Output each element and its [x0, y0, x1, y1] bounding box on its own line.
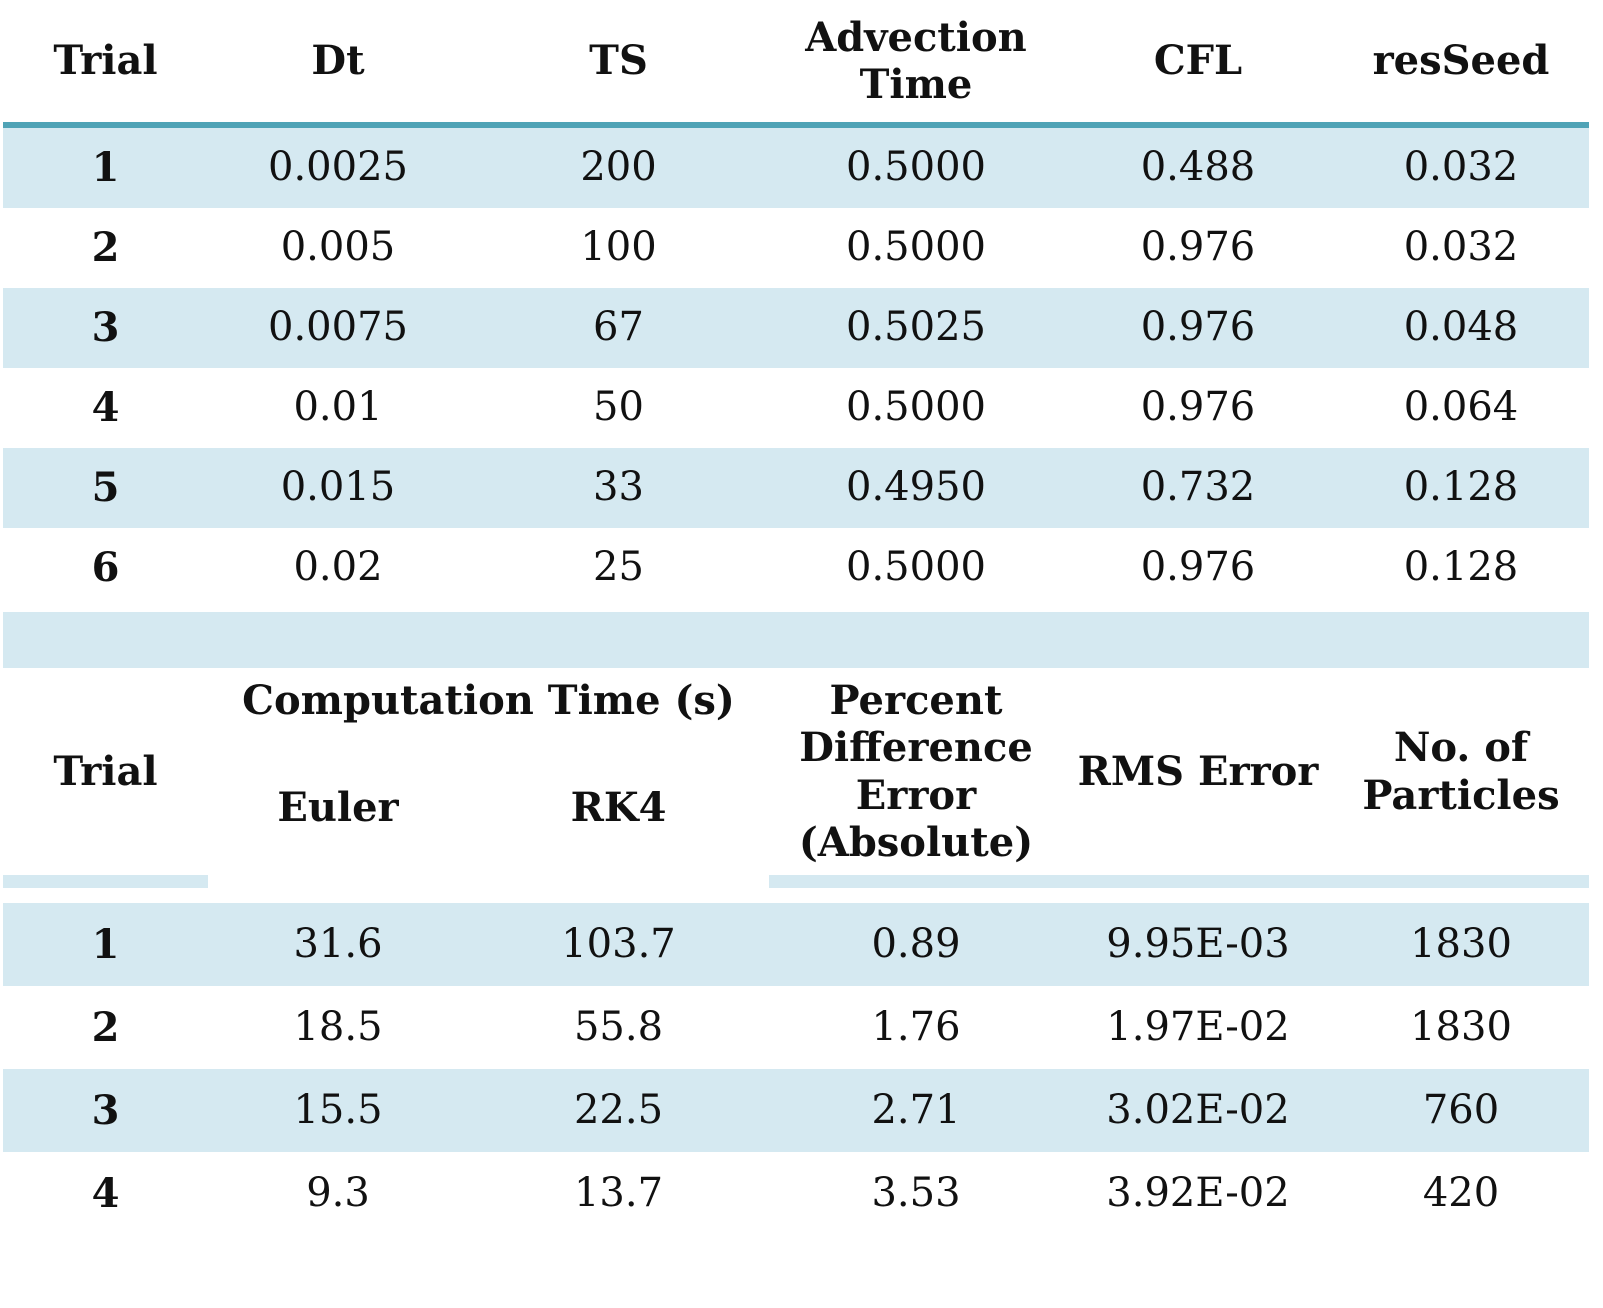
table-cell: 2.71: [871, 1086, 961, 1133]
table-cell: 2: [91, 224, 120, 272]
t1-header-trial: Trial: [53, 37, 158, 85]
t1-header-dt: Dt: [311, 37, 365, 85]
trial-underline-band: [3, 875, 208, 888]
results-table: Trial Computation Time (s) Euler RK4 Per…: [3, 668, 1603, 1235]
table-cell: 2: [91, 1003, 120, 1051]
table-cell: 0.976: [1140, 224, 1256, 271]
t2-header-row: Trial Computation Time (s) Euler RK4 Per…: [3, 668, 1589, 875]
table-cell: 0.5000: [846, 144, 986, 191]
header-underline-bands: [3, 875, 1589, 888]
table-cell: 3: [91, 304, 120, 352]
table-row: 3 15.5 22.5 2.71 3.02E-02 760: [3, 1069, 1589, 1152]
table-cell: 1: [91, 920, 120, 968]
table-cell: 55.8: [573, 1003, 664, 1050]
table-row: 2 18.5 55.8 1.76 1.97E-02 1830: [3, 986, 1589, 1069]
table-row: 2 0.005 100 0.5000 0.976 0.032: [3, 208, 1589, 288]
table-cell: 1: [91, 144, 120, 192]
table-cell: 3.53: [871, 1169, 961, 1216]
table-cell: 0.5000: [846, 224, 986, 271]
t1-header-cfl: CFL: [1153, 37, 1243, 85]
row-gap: [3, 888, 1589, 903]
t2-header-computation-time: Computation Time (s): [242, 677, 735, 725]
table-cell: 200: [580, 144, 657, 191]
table-cell: 67: [593, 304, 644, 351]
table-cell: 0.0025: [268, 144, 408, 191]
table-cell: 1830: [1410, 920, 1512, 967]
t1-header-advection-time: Advection Time: [805, 13, 1027, 108]
table-cell: 9.95E-03: [1106, 920, 1290, 967]
table-cell: 0.732: [1140, 464, 1256, 511]
table-row: 1 31.6 103.7 0.89 9.95E-03 1830: [3, 903, 1589, 986]
table-cell: 0.5025: [846, 304, 986, 351]
table-cell: 15.5: [293, 1086, 383, 1133]
table-cell: 5: [91, 464, 120, 512]
tables-container: Trial Dt TS Advection Time CFL resSeed 1…: [3, 0, 1603, 1235]
table-row: 4 9.3 13.7 3.53 3.92E-02 420: [3, 1152, 1589, 1235]
table-cell: 100: [580, 224, 657, 271]
table-cell: 0.064: [1403, 384, 1519, 431]
right-underline-band: [769, 875, 1589, 888]
table-cell: 0.5000: [846, 384, 986, 431]
table-cell: 0.02: [293, 544, 383, 591]
table-cell: 0.488: [1140, 144, 1256, 191]
table-cell: 4: [91, 384, 120, 432]
empty-highlight-row: [3, 612, 1589, 668]
table-cell: 0.032: [1403, 144, 1519, 191]
table-cell: 103.7: [561, 920, 676, 967]
table-cell: 22.5: [573, 1086, 664, 1133]
table-cell: 1.76: [871, 1003, 961, 1050]
t1-header-row: Trial Dt TS Advection Time CFL resSeed: [3, 0, 1589, 128]
table-cell: 0.976: [1140, 384, 1256, 431]
table-cell: 0.5000: [846, 544, 986, 591]
table-cell: 0.0075: [268, 304, 408, 351]
table-cell: 0.89: [871, 920, 961, 967]
table-cell: 4: [91, 1169, 120, 1217]
t2-header-rms-error: RMS Error: [1077, 747, 1319, 795]
table-cell: 0.976: [1140, 544, 1256, 591]
table-cell: 6: [91, 544, 120, 592]
table-row: 1 0.0025 200 0.5000 0.488 0.032: [3, 128, 1589, 208]
table-cell: 0.4950: [846, 464, 986, 511]
table-cell: 9.3: [306, 1169, 370, 1216]
table-cell: 0.976: [1140, 304, 1256, 351]
table-cell: 18.5: [293, 1003, 383, 1050]
band-gap: [208, 875, 769, 888]
t1-header-resseed: resSeed: [1372, 37, 1550, 85]
table-cell: 3.92E-02: [1106, 1169, 1290, 1216]
table-cell: 31.6: [293, 920, 383, 967]
table-cell: 760: [1422, 1086, 1500, 1133]
table-cell: 0.128: [1403, 464, 1519, 511]
table-cell: 0.01: [293, 384, 383, 431]
table-cell: 25: [593, 544, 644, 591]
table-cell: 0.032: [1403, 224, 1519, 271]
table-row: 4 0.01 50 0.5000 0.976 0.064: [3, 368, 1589, 448]
table-row: 3 0.0075 67 0.5025 0.976 0.048: [3, 288, 1589, 368]
t2-header-rk4: RK4: [570, 783, 667, 831]
table-cell: 1.97E-02: [1106, 1003, 1290, 1050]
table-cell: 0.005: [280, 224, 396, 271]
t2-header-euler: Euler: [277, 783, 399, 831]
table-cell: 0.128: [1403, 544, 1519, 591]
t2-header-particles: No. of Particles: [1362, 724, 1560, 819]
table-cell: 50: [593, 384, 644, 431]
t2-header-trial: Trial: [53, 747, 158, 795]
table-row: 6 0.02 25 0.5000 0.976 0.128: [3, 528, 1589, 608]
table-cell: 3: [91, 1086, 120, 1134]
table-cell: 0.015: [280, 464, 396, 511]
table-cell: 0.048: [1403, 304, 1519, 351]
table-row: 5 0.015 33 0.4950 0.732 0.128: [3, 448, 1589, 528]
table-cell: 1830: [1410, 1003, 1512, 1050]
table-cell: 3.02E-02: [1106, 1086, 1290, 1133]
table-cell: 33: [593, 464, 644, 511]
t2-header-percent-difference: Percent Difference Error (Absolute): [798, 677, 1034, 866]
t1-header-ts: TS: [589, 37, 648, 85]
table-cell: 420: [1422, 1169, 1500, 1216]
trial-parameters-table: Trial Dt TS Advection Time CFL resSeed 1…: [3, 0, 1603, 608]
table-cell: 13.7: [573, 1169, 664, 1216]
